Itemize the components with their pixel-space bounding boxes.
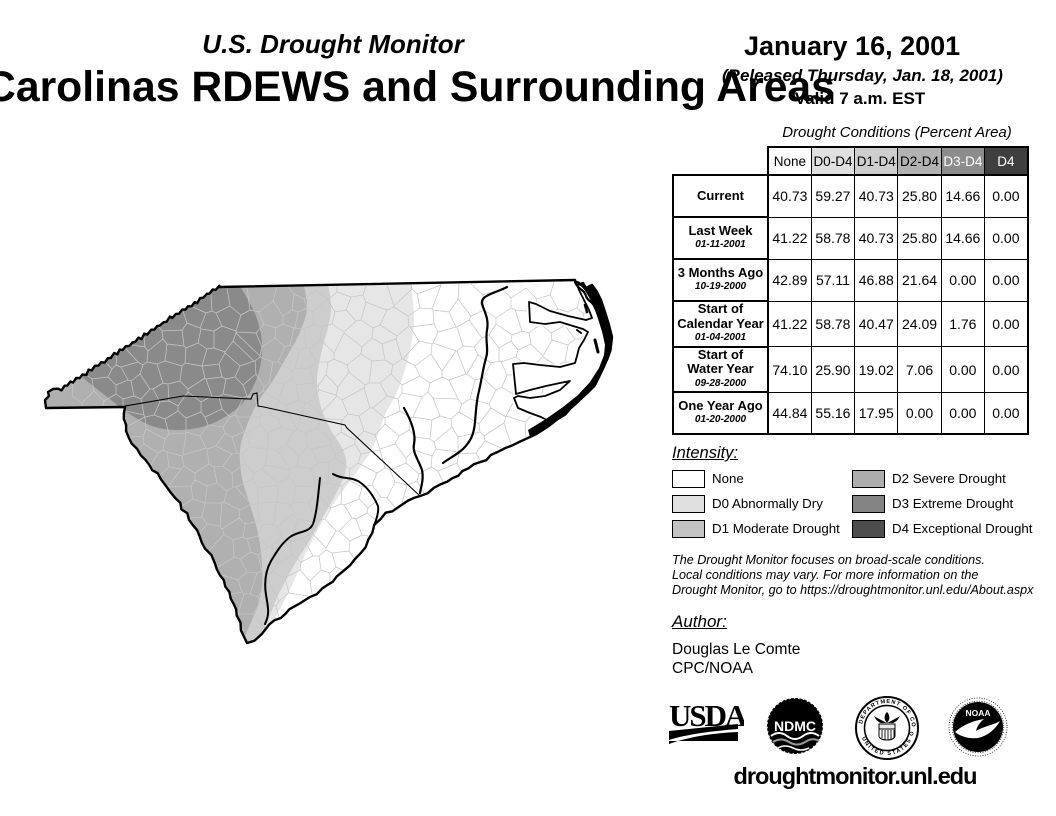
svg-text:NDMC: NDMC [774,718,816,734]
svg-text:NOAA: NOAA [965,708,990,718]
